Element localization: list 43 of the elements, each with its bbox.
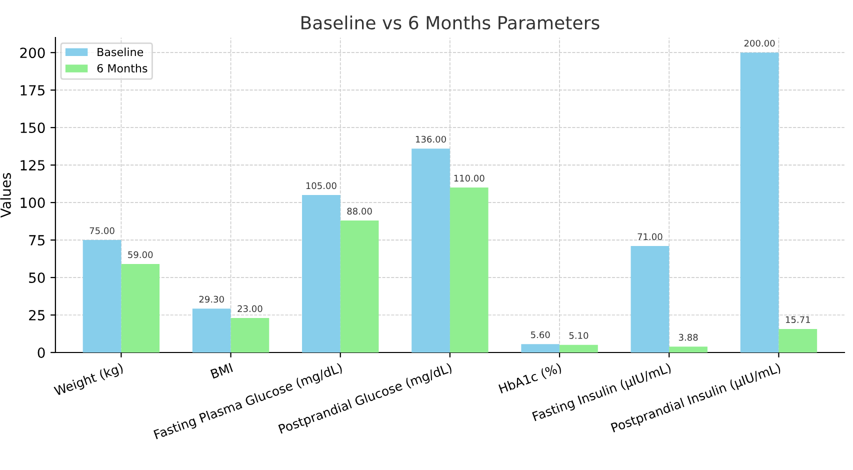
data-label: 110.00 — [454, 174, 484, 182]
bar — [740, 52, 779, 352]
legend-label: 6 Months — [97, 64, 148, 73]
bar — [669, 346, 708, 352]
y-tick-label: 200 — [20, 48, 45, 58]
data-label: 5.10 — [569, 332, 588, 339]
data-label: 200.00 — [744, 40, 775, 47]
y-tick-label: 0 — [38, 347, 45, 358]
data-label: 136.00 — [416, 136, 446, 143]
data-label: 75.00 — [90, 227, 114, 234]
bar — [630, 246, 670, 352]
bar — [778, 328, 818, 352]
bar — [82, 240, 122, 352]
y-tick-label: 75 — [29, 235, 45, 246]
y-tick-label: 150 — [20, 122, 45, 134]
data-label: 88.00 — [347, 208, 372, 215]
bar — [450, 188, 488, 352]
y-tick-label: 25 — [29, 310, 45, 320]
data-label: 23.00 — [238, 305, 262, 312]
data-label: 59.00 — [128, 251, 153, 258]
bar — [230, 318, 270, 352]
chart-title: Baseline vs 6 Months Parameters — [302, 16, 600, 30]
x-tick-label: BMI — [210, 363, 233, 379]
y-tick-label: 175 — [20, 85, 45, 96]
y-tick-label: 125 — [20, 160, 45, 171]
bar — [560, 344, 598, 352]
y-axis-title: Values — [0, 173, 11, 218]
bar — [192, 308, 231, 352]
legend-label: Baseline — [98, 48, 144, 56]
x-tick-label: HbA1c (%) — [498, 362, 562, 395]
data-label: 5.60 — [531, 331, 550, 338]
bar — [412, 148, 450, 352]
data-label: 29.30 — [199, 296, 224, 303]
data-label: 3.88 — [678, 334, 698, 341]
data-label: 71.00 — [638, 233, 662, 240]
bar — [302, 195, 340, 352]
data-label: 15.71 — [786, 316, 810, 324]
bar — [340, 220, 379, 352]
y-tick-label: 50 — [29, 272, 45, 283]
bar — [121, 264, 160, 352]
y-tick-label: 100 — [20, 198, 45, 208]
data-label: 105.00 — [306, 182, 336, 190]
bar — [521, 344, 560, 352]
